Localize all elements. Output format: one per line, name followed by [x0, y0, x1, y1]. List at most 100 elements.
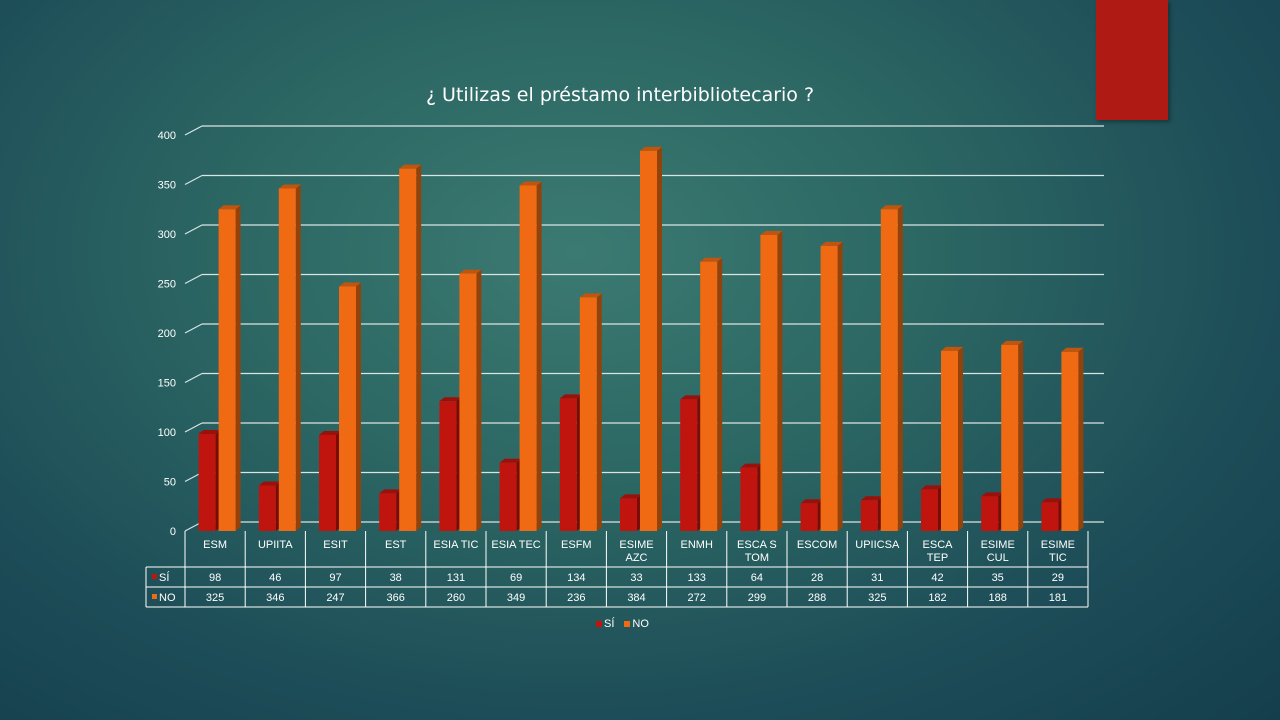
bar-si: [439, 401, 457, 531]
bar-side: [1078, 347, 1084, 531]
table-value: 247: [326, 592, 344, 604]
bar-no: [459, 273, 477, 531]
bar-top: [218, 205, 241, 210]
bar-side: [897, 205, 903, 531]
x-category-label: ESM: [203, 539, 227, 551]
bar-top: [379, 489, 402, 494]
x-category-label: AZC: [626, 552, 648, 564]
bar-top: [499, 458, 522, 463]
y-tick-label: 50: [164, 477, 176, 489]
bar-no: [278, 188, 296, 531]
bar-top: [1041, 498, 1064, 503]
table-value: 131: [447, 572, 465, 584]
bar-top: [941, 346, 963, 351]
bar-si: [680, 399, 698, 531]
bar-top: [640, 146, 662, 151]
bar-no: [1061, 351, 1079, 531]
table-value: 98: [209, 572, 221, 584]
x-category-label: ESCOM: [797, 539, 837, 551]
bar-no: [218, 209, 236, 531]
table-value: 133: [688, 572, 706, 584]
table-value: 29: [1052, 572, 1064, 584]
bar-no: [579, 297, 597, 531]
y-tick-label: 350: [158, 180, 176, 192]
bar-top: [439, 397, 462, 402]
table-value: 31: [871, 572, 883, 584]
bar-top: [700, 257, 723, 262]
bar-top: [519, 181, 542, 186]
bar-no: [820, 245, 838, 531]
x-category-label: ESCA: [923, 539, 954, 551]
x-category-label: TEP: [927, 552, 948, 564]
legend-label-no: NO: [632, 618, 649, 630]
table-value: 64: [751, 572, 763, 584]
legend: SÍ NO: [596, 618, 655, 630]
bar-side: [416, 164, 422, 531]
bar-side: [777, 230, 783, 532]
y-tick-label: 100: [158, 427, 176, 439]
x-category-label: ESCA S: [737, 539, 777, 551]
legend-swatch-no: [624, 621, 631, 627]
bar-no: [880, 209, 898, 531]
bar-si: [499, 462, 517, 531]
bar-no: [519, 185, 537, 532]
table-value: 366: [387, 592, 405, 604]
x-category-label: ENMH: [681, 539, 713, 551]
gridline-depth: [184, 174, 203, 186]
bar-side: [356, 282, 361, 531]
bar-si: [860, 500, 878, 531]
bar-top: [559, 394, 582, 399]
bar-top: [278, 184, 301, 189]
y-tick-label: 200: [158, 328, 176, 340]
bar-no: [399, 168, 417, 531]
bar-si: [559, 398, 577, 531]
x-category-label: ESIME: [981, 539, 1015, 551]
bar-side: [958, 346, 963, 531]
table-value: 236: [567, 592, 585, 604]
table-value: 299: [748, 592, 766, 604]
bar-top: [880, 205, 903, 210]
bar-no: [1001, 344, 1019, 531]
y-tick-label: 150: [158, 378, 176, 390]
bar-top: [579, 293, 602, 298]
bar-side: [596, 293, 602, 531]
table-value: 384: [627, 592, 645, 604]
x-category-label: ESIME: [619, 539, 653, 551]
bar-top: [680, 395, 703, 400]
x-category-label: TOM: [745, 552, 769, 564]
table-value: 28: [811, 572, 823, 584]
gridline-depth: [184, 422, 203, 433]
bar-no: [760, 234, 778, 532]
table-value: 182: [928, 592, 946, 604]
y-tick-label: 250: [158, 279, 176, 291]
table-value: 349: [507, 592, 525, 604]
table-value: 42: [931, 572, 943, 584]
legend-item-no: NO: [624, 618, 649, 630]
bar-side: [837, 241, 843, 531]
bar-top: [620, 494, 642, 499]
bar-si: [319, 434, 336, 531]
legend-swatch-si: [596, 621, 602, 627]
table-value: 325: [868, 592, 886, 604]
x-category-label: UPIITA: [258, 539, 293, 551]
bar-si: [620, 498, 637, 531]
x-category-label: ESFM: [561, 539, 592, 551]
x-category-label: TIC: [1049, 552, 1067, 564]
gridline-depth: [184, 273, 203, 285]
x-category-label: ESIT: [323, 539, 348, 551]
x-category-label: CUL: [987, 552, 1009, 564]
x-category-label: EST: [385, 539, 407, 551]
gridline-depth: [184, 125, 203, 136]
table-legend-key: [152, 574, 157, 579]
bar-top: [459, 269, 482, 274]
bar-top: [860, 496, 883, 501]
bar-side: [235, 205, 241, 531]
bar-no: [700, 261, 718, 531]
gridline-depth: [184, 224, 203, 235]
table-value: 181: [1049, 592, 1067, 604]
table-value: 134: [567, 572, 585, 584]
bar-side: [536, 181, 542, 532]
table-value: 346: [266, 592, 284, 604]
bar-si: [198, 433, 216, 531]
